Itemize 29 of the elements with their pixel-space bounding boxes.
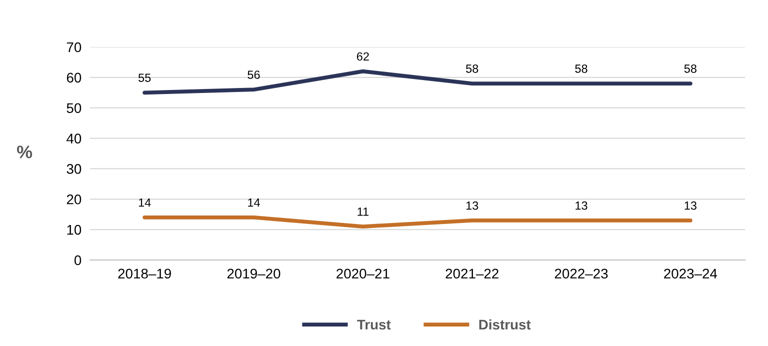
data-label: 13 — [684, 201, 696, 210]
y-tick-label: 70 — [66, 42, 82, 52]
data-label: 62 — [356, 52, 369, 61]
x-tick-label: 2022–23 — [554, 268, 608, 279]
x-tick-label: 2018–19 — [118, 268, 171, 279]
y-tick-label: 0 — [74, 255, 82, 266]
data-label: 13 — [576, 201, 588, 210]
legend-label: Distrust — [479, 319, 531, 330]
legend-label: Trust — [357, 320, 391, 330]
y-axis-title: % — [16, 146, 32, 158]
data-label: 58 — [684, 64, 696, 73]
y-tick-label: 10 — [67, 224, 82, 235]
data-label: 13 — [466, 201, 478, 210]
y-tick-label: 60 — [66, 72, 82, 83]
data-label: 14 — [138, 198, 151, 207]
data-label: 55 — [138, 74, 151, 82]
data-label: 58 — [575, 64, 588, 73]
x-tick-label: 2021–22 — [446, 268, 498, 279]
y-tick-label: 50 — [66, 103, 82, 114]
data-label: 11 — [358, 208, 368, 216]
x-tick-label: 2019–20 — [227, 268, 280, 279]
data-label: 58 — [466, 64, 478, 73]
x-tick-label: 2023–24 — [664, 268, 718, 279]
y-tick-label: 30 — [66, 164, 82, 174]
data-label: 14 — [248, 198, 260, 207]
x-tick-label: 2020–21 — [336, 268, 390, 279]
data-label: 56 — [248, 70, 260, 79]
y-tick-label: 20 — [66, 194, 82, 204]
y-tick-label: 40 — [66, 134, 82, 144]
